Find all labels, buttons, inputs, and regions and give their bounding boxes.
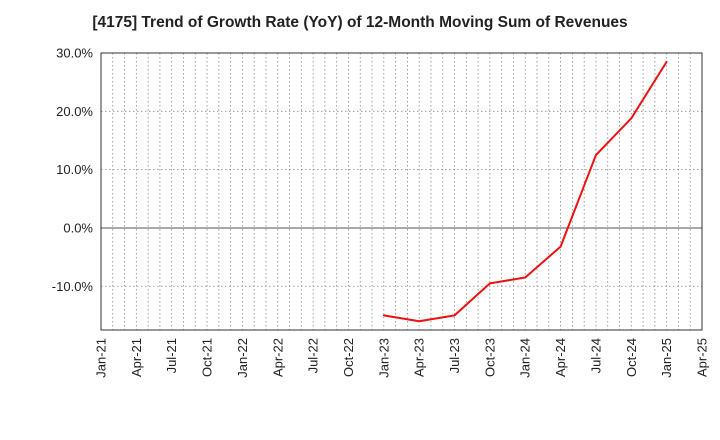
y-tick-label: 0.0%	[63, 220, 93, 235]
y-tick-label: 10.0%	[56, 162, 93, 177]
x-tick-label: Jul-23	[447, 338, 462, 373]
x-tick-label: Jan-24	[518, 338, 533, 378]
x-tick-label: Jan-25	[659, 338, 674, 378]
chart-title: [4175] Trend of Growth Rate (YoY) of 12-…	[92, 14, 628, 31]
x-tick-label: Apr-23	[412, 338, 427, 377]
series-layer	[382, 60, 668, 323]
x-tick-label: Oct-22	[341, 338, 356, 377]
x-tick-label: Jul-22	[306, 338, 321, 373]
y-tick-label: -10.0%	[52, 279, 94, 294]
x-tick-label: Jul-24	[588, 338, 603, 373]
x-tick-label: Jan-21	[94, 338, 109, 378]
plot-frame	[100, 52, 703, 331]
x-tick-label: Apr-21	[129, 338, 144, 377]
x-tick-label: Jan-23	[376, 338, 391, 378]
data-point	[559, 245, 562, 248]
axes	[100, 52, 703, 331]
x-tick-label: Oct-23	[482, 338, 497, 377]
x-tick-label: Oct-24	[624, 338, 639, 377]
x-tick-label: Jul-21	[164, 338, 179, 373]
data-point	[453, 314, 456, 317]
x-tick-label: Oct-21	[200, 338, 215, 377]
data-point	[630, 117, 633, 120]
y-tick-labels: 30.0% 20.0% 10.0% 0.0% -10.0%	[52, 46, 94, 294]
data-point	[595, 154, 597, 156]
y-tick-label: 20.0%	[56, 104, 93, 119]
x-tick-label: Apr-22	[270, 338, 285, 377]
y-tick-label: 30.0%	[56, 46, 93, 61]
data-point	[488, 282, 491, 285]
x-tick-label: Apr-24	[553, 338, 568, 377]
x-tick-label: Jan-22	[235, 338, 250, 378]
x-tick-label: Apr-25	[695, 338, 710, 377]
data-point	[418, 320, 421, 323]
grid-lines	[101, 52, 702, 330]
x-tick-labels: Jan-21 Apr-21 Jul-21 Oct-21 Jan-22 Apr-22 Jul-…	[94, 338, 710, 378]
data-point	[524, 276, 527, 279]
data-point	[665, 60, 668, 63]
data-point	[382, 314, 385, 317]
